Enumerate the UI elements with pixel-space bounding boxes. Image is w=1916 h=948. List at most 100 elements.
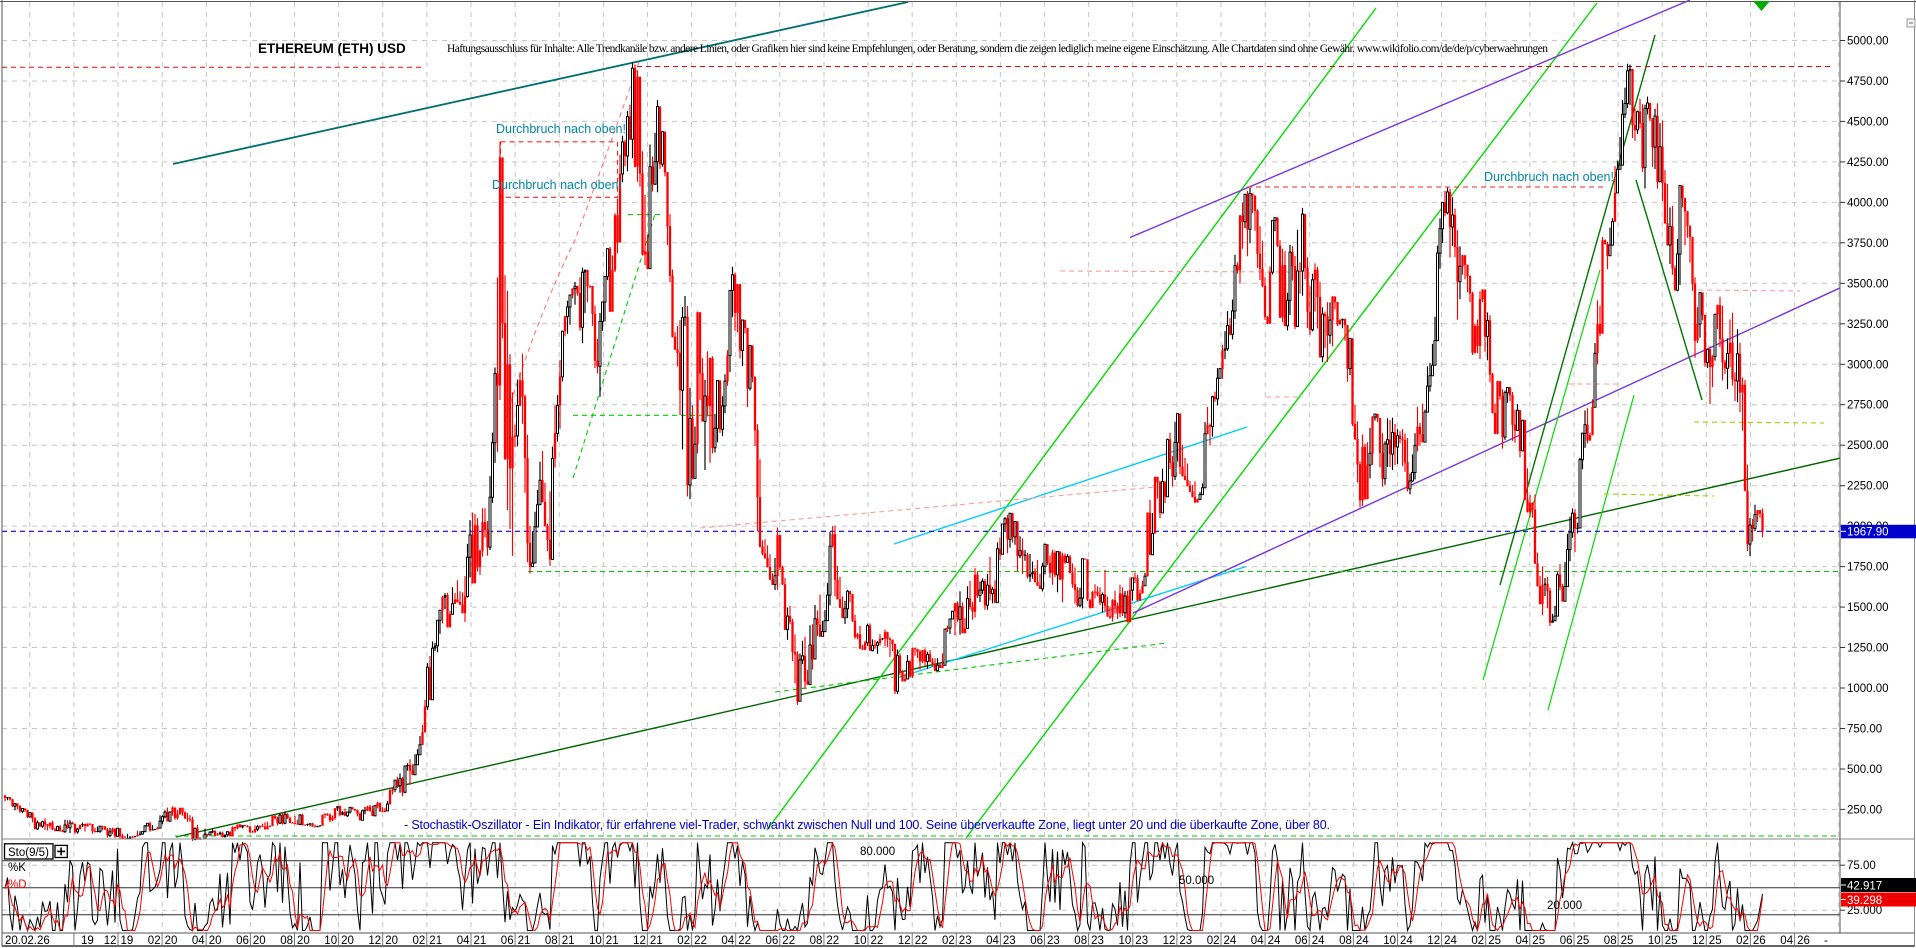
svg-text:26: 26 bbox=[1797, 935, 1810, 947]
svg-text:02: 02 bbox=[677, 935, 690, 947]
svg-text:-: - bbox=[1824, 935, 1828, 947]
svg-text:25: 25 bbox=[1488, 935, 1501, 947]
svg-text:- Stochastik-Oszillator - Ein: - Stochastik-Oszillator - Ein Indikator,… bbox=[404, 818, 1330, 832]
svg-text:80.000: 80.000 bbox=[860, 846, 895, 858]
svg-text:4250.00: 4250.00 bbox=[1847, 157, 1889, 169]
svg-text:19: 19 bbox=[81, 935, 94, 947]
svg-text:04: 04 bbox=[192, 935, 205, 947]
svg-text:24: 24 bbox=[1400, 935, 1413, 947]
svg-text:3250.00: 3250.00 bbox=[1847, 319, 1889, 331]
svg-text:1750.00: 1750.00 bbox=[1847, 562, 1889, 574]
svg-text:12: 12 bbox=[1692, 935, 1705, 947]
svg-text:10: 10 bbox=[1119, 935, 1132, 947]
svg-text:26: 26 bbox=[1753, 935, 1766, 947]
svg-text:22: 22 bbox=[694, 935, 707, 947]
svg-text:Sto(9/5): Sto(9/5) bbox=[8, 847, 49, 859]
svg-text:25: 25 bbox=[1532, 935, 1545, 947]
svg-text:2750.00: 2750.00 bbox=[1847, 400, 1889, 412]
svg-text:02: 02 bbox=[1207, 935, 1220, 947]
svg-text:2500.00: 2500.00 bbox=[1847, 440, 1889, 452]
svg-text:02: 02 bbox=[148, 935, 161, 947]
svg-text:25: 25 bbox=[1621, 935, 1634, 947]
svg-text:02: 02 bbox=[1736, 935, 1749, 947]
svg-text:22: 22 bbox=[871, 935, 884, 947]
svg-text:02: 02 bbox=[942, 935, 955, 947]
svg-text:23: 23 bbox=[1135, 935, 1148, 947]
svg-text:22: 22 bbox=[826, 935, 839, 947]
svg-text:04: 04 bbox=[1251, 935, 1264, 947]
svg-text:10: 10 bbox=[1383, 935, 1396, 947]
svg-text:20: 20 bbox=[253, 935, 266, 947]
svg-text:50.000: 50.000 bbox=[1179, 875, 1214, 887]
svg-text:08: 08 bbox=[1604, 935, 1617, 947]
svg-text:%D: %D bbox=[8, 879, 27, 891]
svg-text:12: 12 bbox=[633, 935, 646, 947]
svg-text:20.000: 20.000 bbox=[1547, 900, 1582, 912]
svg-text:21: 21 bbox=[650, 935, 663, 947]
svg-text:08: 08 bbox=[1339, 935, 1352, 947]
svg-text:20: 20 bbox=[209, 935, 222, 947]
svg-text:4750.00: 4750.00 bbox=[1847, 76, 1889, 88]
svg-text:20: 20 bbox=[385, 935, 398, 947]
svg-text:04: 04 bbox=[457, 935, 470, 947]
svg-text:3750.00: 3750.00 bbox=[1847, 238, 1889, 250]
svg-text:02: 02 bbox=[413, 935, 426, 947]
svg-text:12: 12 bbox=[104, 935, 117, 947]
svg-text:10: 10 bbox=[589, 935, 602, 947]
svg-text:23: 23 bbox=[1091, 935, 1104, 947]
svg-text:10: 10 bbox=[854, 935, 867, 947]
svg-text:25.000: 25.000 bbox=[1847, 905, 1882, 917]
svg-text:20: 20 bbox=[165, 935, 178, 947]
svg-text:04: 04 bbox=[721, 935, 734, 947]
svg-text:20: 20 bbox=[341, 935, 354, 947]
svg-text:75.00: 75.00 bbox=[1847, 860, 1876, 872]
svg-text:24: 24 bbox=[1312, 935, 1325, 947]
svg-text:Durchbruch nach oben!: Durchbruch nach oben! bbox=[1484, 170, 1614, 184]
svg-text:22: 22 bbox=[738, 935, 751, 947]
svg-text:4500.00: 4500.00 bbox=[1847, 116, 1889, 128]
svg-text:06: 06 bbox=[236, 935, 249, 947]
svg-text:23: 23 bbox=[1047, 935, 1060, 947]
svg-text:08: 08 bbox=[545, 935, 558, 947]
svg-text:08: 08 bbox=[280, 935, 293, 947]
svg-text:24: 24 bbox=[1268, 935, 1281, 947]
svg-text:25: 25 bbox=[1709, 935, 1722, 947]
svg-text:250.00: 250.00 bbox=[1847, 804, 1882, 816]
svg-text:20: 20 bbox=[297, 935, 310, 947]
svg-text:Durchbruch nach oben!: Durchbruch nach oben! bbox=[492, 178, 622, 192]
svg-text:04: 04 bbox=[986, 935, 999, 947]
svg-text:23: 23 bbox=[959, 935, 972, 947]
svg-text:%K: %K bbox=[8, 862, 26, 874]
svg-text:1250.00: 1250.00 bbox=[1847, 643, 1889, 655]
svg-text:39.298: 39.298 bbox=[1847, 895, 1882, 907]
svg-text:750.00: 750.00 bbox=[1847, 724, 1882, 736]
svg-text:21: 21 bbox=[474, 935, 487, 947]
svg-text:21: 21 bbox=[606, 935, 619, 947]
svg-text:Haftungsausschluss für Inhalte: Haftungsausschluss für Inhalte: Alle Tre… bbox=[447, 43, 1548, 55]
svg-text:06: 06 bbox=[1560, 935, 1573, 947]
svg-text:12: 12 bbox=[898, 935, 911, 947]
svg-text:06: 06 bbox=[1295, 935, 1308, 947]
svg-text:19: 19 bbox=[121, 935, 134, 947]
svg-text:ETHEREUM (ETH) USD: ETHEREUM (ETH) USD bbox=[258, 41, 406, 56]
svg-text:20.02.26: 20.02.26 bbox=[5, 935, 50, 947]
svg-text:22: 22 bbox=[915, 935, 928, 947]
svg-text:1500.00: 1500.00 bbox=[1847, 602, 1889, 614]
svg-text:Durchbruch nach oben!: Durchbruch nach oben! bbox=[496, 122, 626, 136]
svg-text:12: 12 bbox=[1163, 935, 1176, 947]
svg-text:25: 25 bbox=[1665, 935, 1678, 947]
svg-text:04: 04 bbox=[1516, 935, 1529, 947]
svg-text:10: 10 bbox=[324, 935, 337, 947]
svg-text:24: 24 bbox=[1224, 935, 1237, 947]
svg-text:21: 21 bbox=[562, 935, 575, 947]
svg-text:3000.00: 3000.00 bbox=[1847, 359, 1889, 371]
svg-text:23: 23 bbox=[1179, 935, 1192, 947]
svg-text:12: 12 bbox=[1427, 935, 1440, 947]
svg-text:21: 21 bbox=[429, 935, 442, 947]
svg-text:06: 06 bbox=[766, 935, 779, 947]
svg-text:3500.00: 3500.00 bbox=[1847, 278, 1889, 290]
svg-text:02: 02 bbox=[1471, 935, 1484, 947]
svg-text:08: 08 bbox=[810, 935, 823, 947]
svg-text:25: 25 bbox=[1577, 935, 1590, 947]
svg-text:23: 23 bbox=[1003, 935, 1016, 947]
